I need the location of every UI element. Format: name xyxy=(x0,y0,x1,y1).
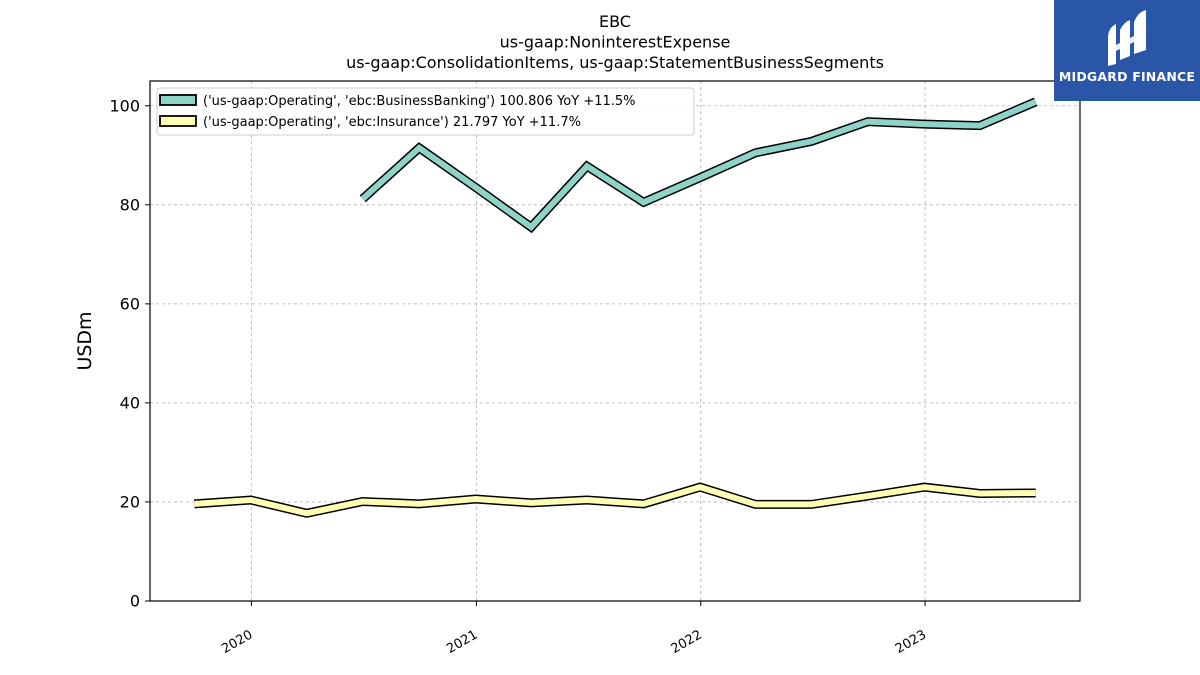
grid xyxy=(150,81,1080,602)
axes-frame xyxy=(149,80,1081,602)
y-axis-label: USDm xyxy=(74,311,96,370)
y-axis: 0 20 40 60 80 100 xyxy=(109,96,150,611)
x-tick-label: 2022 xyxy=(669,627,705,657)
chart-title-line: EBC xyxy=(599,12,631,31)
legend-swatch xyxy=(159,115,197,127)
chart-title: EBC us-gaap:NoninterestExpenseus-gaap:Con… xyxy=(346,12,884,72)
legend-entry: ('us-gaap:Operating', 'ebc:Insurance') 2… xyxy=(203,115,581,130)
y-tick-label: 100 xyxy=(109,96,140,115)
legend-box xyxy=(156,87,695,136)
x-tick-label: 2021 xyxy=(444,627,480,657)
y-tick-label: 60 xyxy=(120,294,140,313)
logo-text: MIDGARD FINANCE xyxy=(1058,69,1196,84)
legend: ('us-gaap:Operating', 'ebc:BusinessBanki… xyxy=(156,87,695,136)
series-line xyxy=(360,99,1037,232)
legend-swatch xyxy=(159,94,197,106)
chart-title-line: us-gaap:ConsolidationItems, us-gaap:Stat… xyxy=(346,53,884,72)
series-group xyxy=(193,97,1038,518)
midgard-finance-logo-icon xyxy=(1108,10,1146,66)
x-tick-label: 2023 xyxy=(893,627,929,657)
y-tick-label: 40 xyxy=(120,393,140,412)
series-line xyxy=(194,483,1036,517)
legend-entry: ('us-gaap:Operating', 'ebc:BusinessBanki… xyxy=(203,94,636,109)
y-tick-label: 80 xyxy=(120,195,140,214)
y-tick-label: 20 xyxy=(120,492,140,511)
y-tick-label: 0 xyxy=(130,592,140,611)
x-tick-label: 2020 xyxy=(219,627,255,657)
chart-title-line: us-gaap:NoninterestExpense xyxy=(500,33,731,52)
brand-logo: MIDGARD FINANCE xyxy=(1054,0,1200,101)
x-axis: 2020 2021 2022 2023 xyxy=(219,601,929,657)
